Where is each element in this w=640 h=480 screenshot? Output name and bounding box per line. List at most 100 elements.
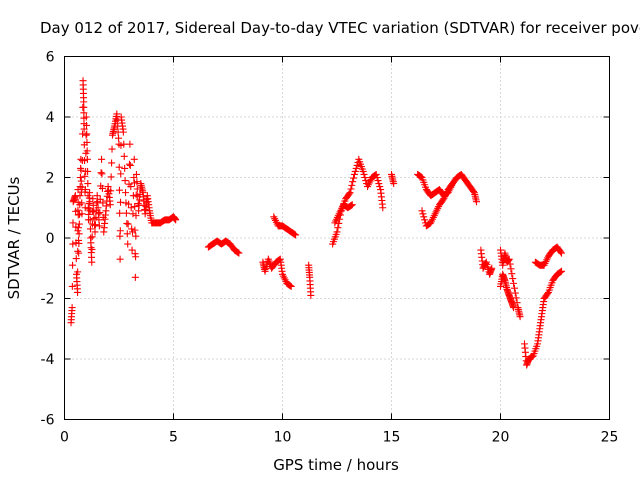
data-point <box>287 282 295 290</box>
data-point <box>83 147 91 155</box>
data-point <box>86 216 94 224</box>
data-point <box>78 199 86 207</box>
data-point <box>132 212 140 220</box>
data-point <box>473 198 481 206</box>
data-point <box>373 174 381 181</box>
data-point <box>74 224 82 232</box>
data-point <box>506 260 514 268</box>
data-point <box>95 210 103 218</box>
data-point <box>507 265 515 273</box>
data-point <box>127 183 135 191</box>
data-point <box>115 163 123 171</box>
data-point <box>80 125 88 133</box>
data-point <box>117 170 125 178</box>
data-point <box>347 202 355 210</box>
data-point <box>121 177 129 185</box>
data-point <box>469 187 477 195</box>
data-point <box>89 207 97 215</box>
x-tick-label: 25 <box>601 430 619 446</box>
data-point <box>77 155 85 163</box>
data-point <box>558 267 566 275</box>
data-point <box>421 216 429 224</box>
data-point <box>353 161 361 169</box>
y-tick-label: 0 <box>46 231 55 247</box>
data-point <box>419 210 427 218</box>
data-point <box>130 155 138 163</box>
data-point <box>292 231 300 239</box>
data-point <box>351 167 359 175</box>
data-point <box>124 240 132 248</box>
data-point <box>84 167 92 175</box>
data-point <box>117 198 125 206</box>
data-point <box>556 268 564 276</box>
data-point <box>96 209 104 217</box>
data-point <box>86 198 94 206</box>
y-tick-label: -4 <box>41 352 55 368</box>
data-point <box>350 174 358 182</box>
data-point <box>107 173 115 181</box>
data-point <box>334 224 342 232</box>
data-point <box>285 281 293 289</box>
data-point <box>99 199 107 207</box>
grid <box>64 56 610 420</box>
data-point <box>416 172 424 180</box>
data-point <box>93 199 101 207</box>
data-point <box>448 181 456 189</box>
data-point <box>346 189 354 197</box>
data-point <box>123 219 131 227</box>
data-point <box>132 253 140 261</box>
data-point <box>76 174 84 181</box>
data-point <box>510 284 518 292</box>
data-point <box>124 220 132 228</box>
x-tick-label: 5 <box>169 430 178 446</box>
data-point <box>449 180 457 188</box>
data-point <box>98 184 106 192</box>
data-point <box>420 213 428 221</box>
data-point <box>75 230 83 238</box>
data-point <box>482 259 490 267</box>
data-point <box>376 183 384 191</box>
y-tick-label: -2 <box>41 292 55 308</box>
y-tick-label: 2 <box>46 171 55 187</box>
data-point <box>108 145 116 153</box>
data-point <box>128 246 136 254</box>
data-point <box>348 201 356 209</box>
data-point <box>172 216 180 224</box>
data-point <box>116 227 124 235</box>
data-point <box>505 255 513 263</box>
data-point <box>390 180 398 188</box>
data-point <box>418 207 426 215</box>
data-point <box>116 209 124 217</box>
y-axis-label: SDTVAR / TECUs <box>5 176 23 299</box>
data-point <box>68 304 76 312</box>
data-point <box>115 186 123 194</box>
data-point <box>91 228 99 236</box>
data-point <box>77 177 85 185</box>
data-point <box>74 211 82 219</box>
data-point <box>127 204 135 212</box>
data-point <box>121 164 129 172</box>
data-point <box>132 232 140 240</box>
data-point <box>126 140 134 148</box>
data-point <box>77 166 85 174</box>
plot-frame <box>64 56 610 420</box>
data-point <box>360 170 368 178</box>
data-point <box>347 185 355 193</box>
data-point <box>75 220 83 228</box>
data-point <box>359 167 367 175</box>
data-point <box>113 110 121 118</box>
data-point <box>123 230 131 238</box>
data-point <box>83 138 91 146</box>
data-point <box>290 230 298 238</box>
data-point <box>69 219 77 227</box>
data-point <box>90 215 98 223</box>
data-point <box>348 181 356 189</box>
data-point <box>375 180 383 188</box>
x-tick-label: 0 <box>60 430 69 446</box>
data-point <box>89 195 97 203</box>
data-point <box>131 226 139 234</box>
data-point <box>74 268 82 276</box>
data-point <box>528 353 536 361</box>
data-point <box>352 164 360 172</box>
